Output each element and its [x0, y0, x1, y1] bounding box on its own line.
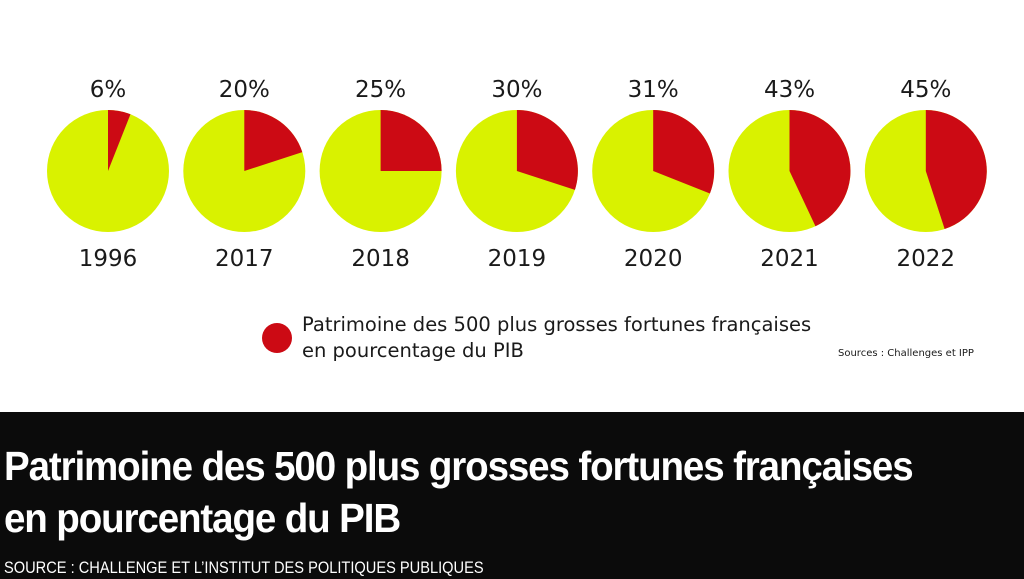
legend-swatch [262, 323, 292, 353]
pie-percent-label: 43% [764, 77, 815, 103]
pie-2018: 25% 2018 [319, 77, 442, 272]
pie-year-label: 2018 [351, 246, 410, 272]
pie-value-slice [516, 110, 578, 190]
pie-year-label: 1996 [79, 246, 138, 272]
pie-2020: 31% 2020 [592, 77, 715, 272]
pie-value-slice [108, 109, 131, 171]
chart-source-note: Sources : Challenges et IPP [838, 348, 974, 359]
pie-1996: 6% 1996 [47, 77, 169, 272]
pie-2017: 20% 2017 [183, 77, 306, 272]
chart-area: 6% 1996 20% 2017 25% 2018 30% 2019 31% 2020 43% 202… [47, 77, 987, 364]
pie-percent-label: 30% [491, 77, 542, 103]
pie-value-slice [244, 110, 303, 171]
pie-year-label: 2020 [624, 246, 683, 272]
caption-band: Patrimoine des 500 plus grosses fortunes… [0, 412, 1024, 579]
pie-percent-label: 31% [628, 77, 679, 103]
pie-2019: 30% 2019 [455, 77, 578, 272]
pie-charts: 6% 1996 20% 2017 25% 2018 30% 2019 31% 2020 43% 202… [47, 77, 987, 272]
caption-title: Patrimoine des 500 plus grosses fortunes… [4, 443, 914, 541]
caption-source: SOURCE : CHALLENGE ET L’INSTITUT DES POL… [4, 558, 484, 577]
pie-2021: 43% 2021 [728, 77, 851, 272]
pie-year-label: 2021 [760, 246, 819, 272]
pie-value-slice [789, 110, 851, 227]
pie-percent-label: 6% [90, 77, 127, 103]
legend: Patrimoine des 500 plus grosses fortunes… [262, 312, 822, 364]
pie-year-label: 2019 [488, 246, 547, 272]
pie-2022: 45% 2022 [864, 77, 987, 272]
pie-year-label: 2017 [215, 246, 274, 272]
pie-value-slice [925, 110, 987, 230]
pie-value-slice [380, 110, 442, 171]
pie-percent-label: 45% [900, 77, 951, 103]
pie-percent-label: 25% [355, 77, 406, 103]
pie-percent-label: 20% [219, 77, 270, 103]
legend-label: Patrimoine des 500 plus grosses fortunes… [302, 313, 812, 362]
pie-year-label: 2022 [897, 246, 956, 272]
pie-value-slice [653, 110, 715, 194]
